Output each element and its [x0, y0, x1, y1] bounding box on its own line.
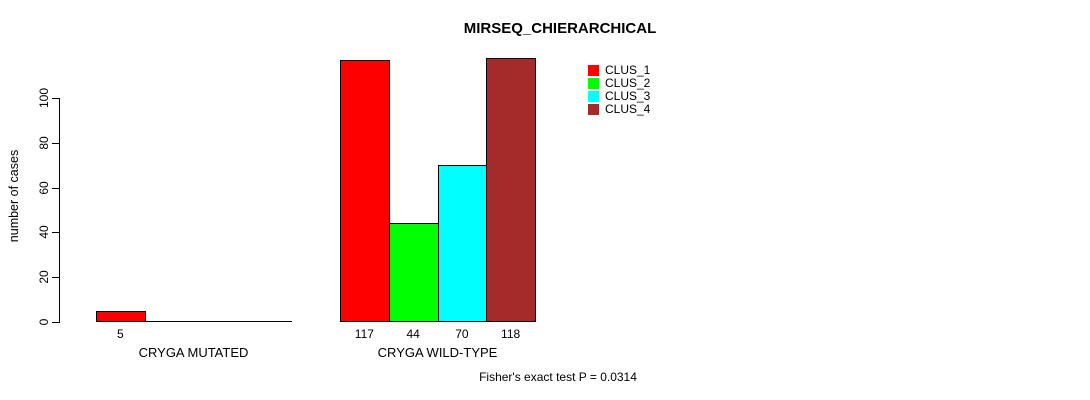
y-tick-label: 0 — [37, 318, 51, 326]
zero-height-bar-clus_3 — [193, 321, 244, 322]
legend-label: CLUS_1 — [605, 63, 651, 77]
y-tick-label: 100 — [37, 87, 51, 109]
legend: CLUS_1 CLUS_2 CLUS_3 CLUS_4 — [588, 64, 650, 116]
zero-height-bar-clus_4 — [242, 321, 292, 322]
legend-swatch-icon — [588, 91, 599, 102]
fisher-test-annotation: Fisher's exact test P = 0.0314 — [479, 370, 637, 384]
x-group-label: CRYGA MUTATED — [138, 345, 249, 360]
bar-clus_2-2 — [388, 223, 439, 322]
chart-title: MIRSEQ_CHIERARCHICAL — [463, 20, 657, 37]
legend-label: CLUS_3 — [605, 89, 651, 103]
y-tick-mark — [52, 232, 59, 234]
legend-label: CLUS_4 — [605, 102, 651, 116]
y-axis-line — [59, 98, 60, 323]
y-tick-label: 80 — [37, 136, 51, 150]
bar-value-label: 117 — [354, 327, 374, 341]
legend-swatch-icon — [588, 78, 599, 89]
zero-height-bar-clus_2 — [144, 321, 195, 322]
legend-swatch-icon — [588, 65, 599, 76]
y-tick-label: 60 — [37, 180, 51, 195]
legend-row-clus_2: CLUS_2 — [588, 77, 650, 90]
y-tick-mark — [52, 98, 59, 99]
bar-clus_3-2 — [437, 165, 488, 322]
y-tick-label: 40 — [37, 225, 51, 240]
bar-value-label: 5 — [117, 327, 124, 341]
bar-clus_1-1 — [96, 310, 146, 322]
y-tick-mark — [52, 277, 59, 279]
bar-value-label: 118 — [501, 327, 521, 341]
bar-value-label: 44 — [406, 327, 420, 341]
legend-label: CLUS_2 — [605, 76, 651, 90]
legend-swatch-icon — [588, 104, 599, 115]
y-tick-mark — [52, 187, 59, 189]
bar-value-label: 70 — [455, 327, 469, 341]
y-axis-label: number of cases — [7, 149, 21, 243]
x-group-label: CRYGA WILD-TYPE — [377, 345, 498, 360]
bar-clus_1-2 — [340, 59, 390, 322]
bar-clus_4-2 — [486, 57, 536, 322]
y-tick-mark — [52, 142, 59, 144]
y-tick-label: 20 — [37, 270, 51, 284]
legend-row-clus_4: CLUS_4 — [588, 103, 650, 116]
legend-row-clus_1: CLUS_1 — [588, 64, 650, 77]
legend-row-clus_3: CLUS_3 — [588, 90, 650, 103]
y-tick-mark — [52, 322, 59, 323]
